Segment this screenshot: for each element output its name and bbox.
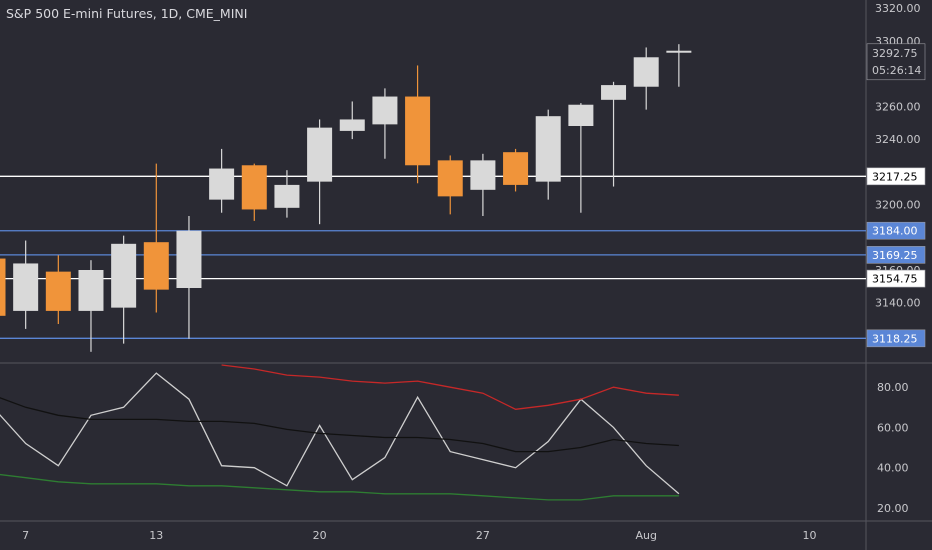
price-label-box [866,167,926,186]
time-tick-label: 13 [149,529,163,542]
candle-body [111,243,137,308]
osc-series-line [0,372,680,495]
osc-tick-label: 40.00 [877,462,909,475]
candle-body [568,104,594,126]
candle-body [503,152,529,185]
time-tick-label: 20 [313,529,327,542]
price-tick-label: 3200.00 [875,199,921,212]
candle-body [633,57,659,87]
price-label-box [866,246,926,264]
last-price-label: 3292.75 [872,47,918,60]
candle-body [437,160,463,197]
candle-body [78,270,104,311]
candle-body [13,263,39,311]
price-label: 3154.75 [872,273,918,286]
candle-body [535,116,561,182]
time-tick-label: Aug [635,529,656,542]
time-tick-label: 10 [803,529,817,542]
osc-tick-label: 60.00 [877,421,909,434]
time-tick-label: 7 [22,529,29,542]
candle-body [45,271,71,311]
price-tick-label: 3320.00 [875,2,921,15]
candle-body [241,165,267,210]
price-label-box [866,269,926,288]
candle-body [176,230,202,288]
price-label: 3184.00 [872,225,918,238]
osc-series-line [0,473,679,501]
price-tick-label: 3260.00 [875,100,921,113]
candle-body [405,96,431,166]
time-tick-label: 27 [476,529,490,542]
last-price-box [866,43,926,81]
chart-title: S&P 500 E-mini Futures, 1D, CME_MINI [6,6,248,21]
price-tick-label: 3140.00 [875,297,921,310]
price-label-box [866,329,926,348]
candle-body [307,127,333,182]
countdown-label: 05:26:14 [872,64,921,77]
candle-body [0,258,6,316]
candle-body [666,50,692,53]
osc-series-line [0,397,679,453]
price-label-box [866,221,926,240]
osc-tick-label: 80.00 [877,381,909,394]
price-label: 3169.25 [872,249,918,262]
price-label: 3217.25 [872,170,918,183]
candle-body [339,119,365,131]
osc-tick-label: 20.00 [877,502,909,515]
candle-body [470,160,496,190]
candle-body [209,168,235,200]
price-tick-label: 3240.00 [875,133,921,146]
candle-body [601,85,627,100]
candle-body [143,242,169,290]
candle-body [274,184,300,208]
osc-series-line [221,364,679,410]
candle-body [372,96,398,125]
price-label: 3118.25 [872,332,918,345]
